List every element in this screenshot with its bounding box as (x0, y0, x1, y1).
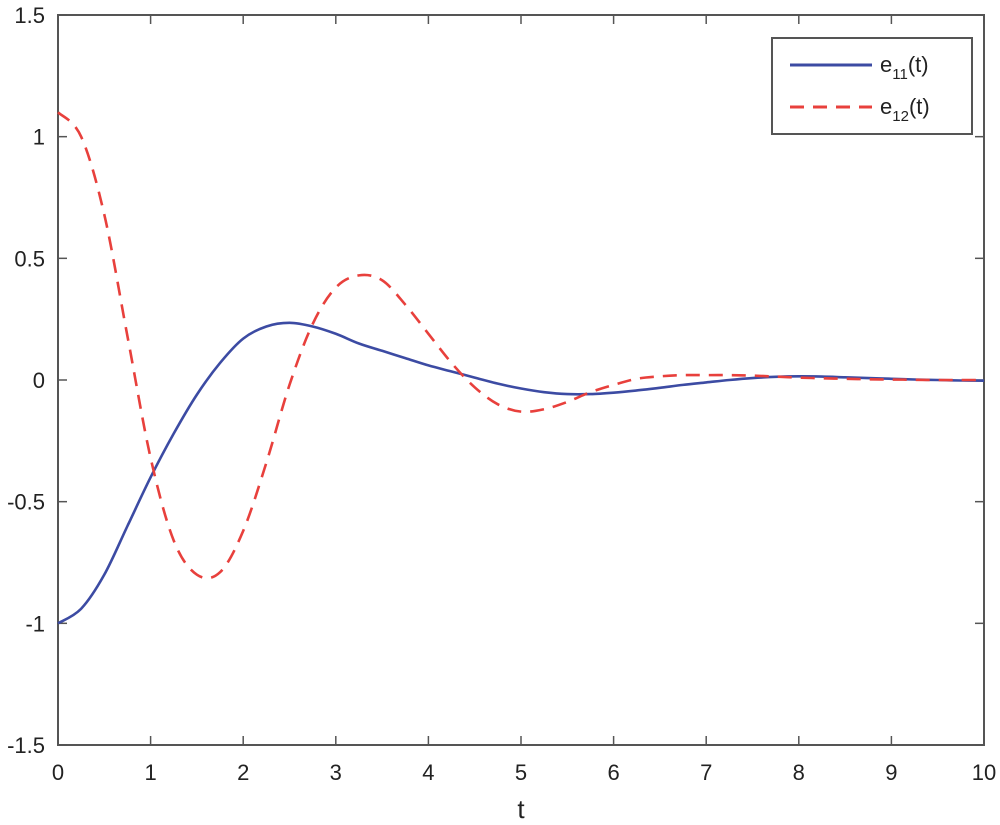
legend-tail-e12: (t) (909, 94, 930, 119)
y-tick-label: 1.5 (14, 3, 45, 28)
legend-sub-e11: 11 (892, 66, 908, 83)
y-tick-label: -0.5 (7, 490, 45, 515)
y-tick-label: -1.5 (7, 733, 45, 758)
x-tick-label: 7 (700, 760, 712, 785)
legend-main-e11: e (880, 52, 892, 77)
tick-marks (57, 14, 985, 746)
series-line-e11 (57, 321, 985, 625)
x-tick-label: 5 (515, 760, 527, 785)
y-tick-label: 0.5 (14, 246, 45, 271)
plot-area (57, 14, 985, 746)
legend-label-e12: e12(t) (880, 94, 930, 125)
x-tick-label: 6 (607, 760, 619, 785)
series-lines (57, 111, 985, 625)
tick-labels: 0 1 2 3 4 5 6 7 8 9 10-1.5-1-0.500.511.5 (7, 3, 996, 785)
y-tick-label: 1 (33, 125, 45, 150)
series-line-e12 (57, 111, 984, 580)
x-tick-label: 4 (422, 760, 434, 785)
y-tick-label: -1 (25, 611, 45, 636)
x-tick-label: 10 (972, 760, 996, 785)
x-axis-label: t (517, 794, 525, 824)
y-tick-label: 0 (33, 368, 45, 393)
x-tick-label: 1 (144, 760, 156, 785)
legend-tail-e11: (t) (908, 52, 929, 77)
legend-label-e11: e11(t) (880, 52, 929, 83)
legend: e11(t) e12(t) (771, 37, 973, 135)
legend-sub-e12: 12 (892, 108, 909, 125)
legend-main-e12: e (880, 94, 892, 119)
x-tick-label: 2 (237, 760, 249, 785)
x-tick-label: 9 (885, 760, 897, 785)
x-tick-label: 8 (793, 760, 805, 785)
x-tick-label: 3 (330, 760, 342, 785)
legend-box (771, 37, 973, 135)
x-tick-label: 0 (52, 760, 64, 785)
